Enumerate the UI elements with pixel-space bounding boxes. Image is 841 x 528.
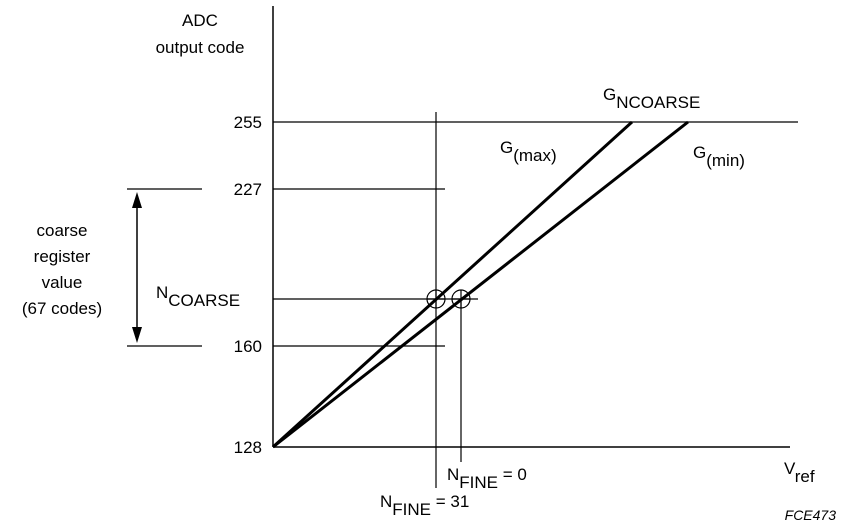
range-arrow-up xyxy=(132,192,142,208)
g-min-label: G(min) xyxy=(693,143,745,170)
coarse-note-line3: value xyxy=(42,273,83,292)
y-axis-title-line2: output code xyxy=(156,38,245,57)
tick-128: 128 xyxy=(234,438,262,457)
g-ncoarse-label: GNCOARSE xyxy=(603,85,700,112)
coarse-note-line4: (67 codes) xyxy=(22,299,102,318)
figure-code: FCE473 xyxy=(785,507,837,523)
coarse-note-line1: coarse xyxy=(36,221,87,240)
range-arrow-down xyxy=(132,327,142,343)
n-coarse-label: NCOARSE xyxy=(156,283,240,310)
tick-227: 227 xyxy=(234,180,262,199)
tick-255: 255 xyxy=(234,113,262,132)
gmax-line xyxy=(271,120,634,449)
marker-nfine-31 xyxy=(426,289,446,309)
g-max-label: G(max) xyxy=(500,138,557,165)
y-axis-title-line1: ADC xyxy=(182,11,218,30)
marker-nfine-0 xyxy=(451,289,471,309)
n-fine-31-label: NFINE = 31 xyxy=(380,492,469,519)
gmin-line xyxy=(272,120,689,449)
n-fine-0-label: NFINE = 0 xyxy=(447,465,527,492)
tick-160: 160 xyxy=(234,337,262,356)
x-axis-label: Vref xyxy=(784,459,815,486)
coarse-note-line2: register xyxy=(34,247,91,266)
